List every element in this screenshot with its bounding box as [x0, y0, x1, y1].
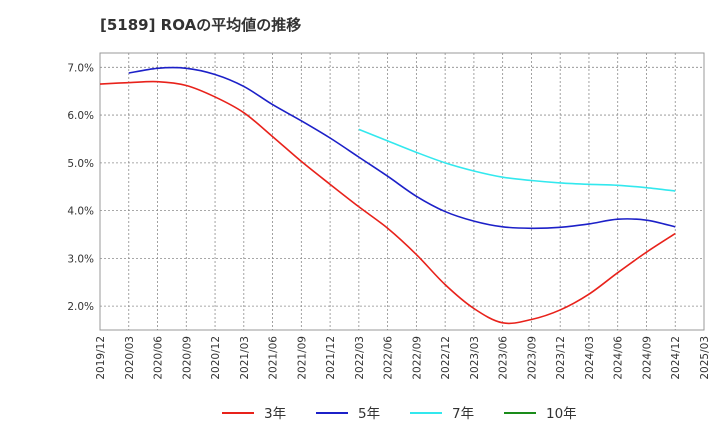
x-tick-label: 2019/12 [95, 336, 107, 380]
chart-title: [5189] ROAの平均値の推移 [100, 16, 302, 34]
x-tick-label: 2023/12 [555, 336, 567, 380]
y-tick-label: 3.0% [67, 253, 94, 265]
y-tick-label: 5.0% [67, 158, 94, 170]
x-tick-label: 2024/06 [613, 336, 625, 380]
x-tick-label: 2022/06 [383, 336, 395, 380]
x-tick-label: 2024/03 [584, 336, 596, 380]
series-line-1 [128, 66, 676, 230]
x-tick-label: 2021/09 [296, 336, 308, 380]
x-tick-label: 2020/06 [153, 336, 165, 380]
series-lines [99, 66, 676, 325]
x-tick-label: 2023/03 [469, 336, 481, 380]
x-tick-label: 2022/03 [354, 336, 366, 380]
x-tick-label: 2023/06 [498, 336, 510, 380]
x-tick-label: 2020/03 [124, 336, 136, 380]
plot-area [99, 52, 705, 331]
y-tick-label: 4.0% [67, 206, 94, 218]
x-tick-label: 2021/06 [268, 336, 280, 380]
x-tick-label: 2020/09 [181, 336, 193, 380]
x-tick-label: 2022/09 [411, 336, 423, 380]
legend-label-3: 10年 [546, 406, 577, 422]
y-tick-label: 2.0% [67, 301, 94, 313]
legend-label-1: 5年 [358, 406, 380, 422]
x-tick-label: 2021/12 [325, 336, 337, 380]
x-tick-label: 2023/09 [526, 336, 538, 380]
legend-label-2: 7年 [452, 406, 474, 422]
legend-label-0: 3年 [264, 406, 286, 422]
grid-lines [100, 53, 704, 330]
x-axis-ticks: 2019/12 2020/03 2020/06 2020/09 2020/12 2021/… [95, 336, 711, 380]
legend: 3年 5年 7年 10年 [222, 406, 577, 422]
y-axis-ticks: 2.0% 3.0% 4.0% 5.0% 6.0% 7.0% [67, 62, 94, 313]
x-tick-label: 2022/12 [440, 336, 452, 380]
y-tick-label: 6.0% [67, 110, 94, 122]
x-tick-label: 2024/12 [670, 336, 682, 380]
x-tick-label: 2021/03 [239, 336, 251, 380]
series-line-2 [358, 128, 676, 192]
y-tick-label: 7.0% [67, 62, 94, 74]
series-line-0 [99, 80, 676, 325]
x-tick-label: 2025/03 [699, 336, 711, 380]
x-tick-label: 2024/09 [641, 336, 653, 380]
x-tick-label: 2020/12 [210, 336, 222, 380]
